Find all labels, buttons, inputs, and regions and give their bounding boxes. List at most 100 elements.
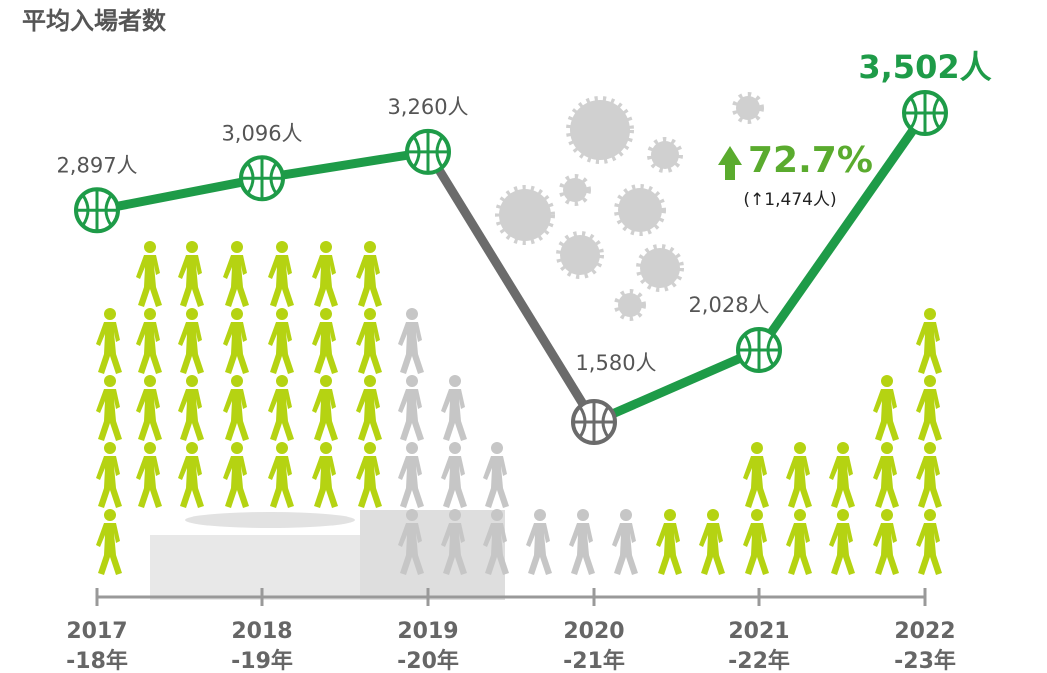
ball-seams [76, 189, 118, 232]
crowd-person [916, 308, 942, 374]
crowd-person [136, 241, 162, 307]
crowd-person [356, 308, 382, 374]
crowd-person [916, 509, 942, 575]
chart-title: 平均入場者数 [22, 7, 167, 35]
ball-seams [573, 401, 615, 443]
crowd-person [268, 308, 294, 374]
crowd-person [268, 241, 294, 307]
crowd-person [178, 308, 204, 374]
crowd-person [873, 442, 899, 508]
crowd-person [136, 375, 162, 441]
data-label: 3,260人 [387, 95, 468, 119]
data-label: 2,028人 [688, 293, 769, 317]
crowd-person [96, 375, 122, 441]
virus [559, 174, 591, 206]
crowd-person [743, 442, 769, 508]
virus [556, 231, 604, 279]
x-tick-label: 2019 [397, 619, 458, 644]
crowd-person [356, 375, 382, 441]
virus [647, 137, 683, 173]
arena [150, 535, 360, 600]
crowd-person [743, 509, 769, 575]
crowd-person [398, 375, 424, 441]
arena-roof [185, 512, 355, 528]
data-label: 2,897人 [56, 153, 137, 177]
crowd-person [398, 308, 424, 374]
crowd-person [569, 509, 595, 575]
x-tick-label: 2020 [563, 619, 624, 644]
ball-marker [239, 155, 285, 202]
crowd-person [312, 241, 338, 307]
line-segment [424, 149, 598, 425]
crowd-person [178, 241, 204, 307]
crowd-person [786, 509, 812, 575]
x-tick-label: -20年 [397, 648, 459, 673]
virus [566, 96, 634, 164]
crowd-person [96, 509, 122, 575]
arena [360, 510, 505, 600]
x-tick-label: 2022 [894, 619, 955, 644]
line-segment [592, 345, 761, 427]
data-label: 1,580人 [575, 351, 656, 375]
line-segment [755, 110, 929, 353]
crowd-person [829, 442, 855, 508]
virus [732, 92, 764, 124]
crowd-person [312, 442, 338, 508]
line-segment [261, 147, 429, 183]
data-label: 3,502人 [858, 48, 991, 86]
crowd-person [829, 509, 855, 575]
line-segment [96, 173, 263, 215]
crowd-person [136, 442, 162, 508]
crowd-person [178, 442, 204, 508]
crowd-person [873, 509, 899, 575]
virus [636, 244, 684, 292]
x-tick-label: -23年 [894, 648, 956, 673]
annotation: (↑1,474人) [743, 190, 836, 210]
crowd-person [656, 509, 682, 575]
x-tick-label: 2021 [728, 619, 789, 644]
crowd-person [223, 375, 249, 441]
crowd-person [268, 442, 294, 508]
ball-seams [407, 130, 449, 173]
virus [614, 184, 666, 236]
crowd-person [916, 442, 942, 508]
x-tick-label: -18年 [66, 648, 128, 673]
data-label: 3,096人 [221, 121, 302, 145]
decoration [96, 92, 942, 600]
crowd-person [483, 442, 509, 508]
crowd-person [178, 375, 204, 441]
crowd-person [356, 241, 382, 307]
crowd-person [873, 375, 899, 441]
virus [614, 289, 646, 321]
ball-marker [902, 90, 948, 136]
crowd-person [398, 442, 424, 508]
ball-seams [738, 328, 780, 371]
x-tick-label: 2018 [231, 619, 292, 644]
annotation: 72.7% [748, 140, 873, 181]
ball-marker [736, 326, 782, 373]
ball-marker [571, 399, 617, 445]
x-tick-label: -22年 [728, 648, 790, 673]
crowd-person [223, 308, 249, 374]
virus [495, 185, 555, 245]
crowd-person [786, 442, 812, 508]
crowd-person [699, 509, 725, 575]
crowd-person [916, 375, 942, 441]
crowd-person [441, 442, 467, 508]
crowd-person [223, 442, 249, 508]
x-tick-label: 2017 [66, 619, 127, 644]
ball-marker [74, 187, 120, 234]
crowd-person [356, 442, 382, 508]
crowd-person [312, 308, 338, 374]
crowd-person [96, 308, 122, 374]
x-tick-label: -21年 [563, 648, 625, 673]
crowd-person [612, 509, 638, 575]
crowd-person [441, 375, 467, 441]
crowd-person [268, 375, 294, 441]
x-tick-label: -19年 [231, 648, 293, 673]
ball-seams [904, 92, 946, 134]
crowd-person [223, 241, 249, 307]
ball-marker [405, 128, 451, 175]
ball-seams [241, 157, 283, 200]
